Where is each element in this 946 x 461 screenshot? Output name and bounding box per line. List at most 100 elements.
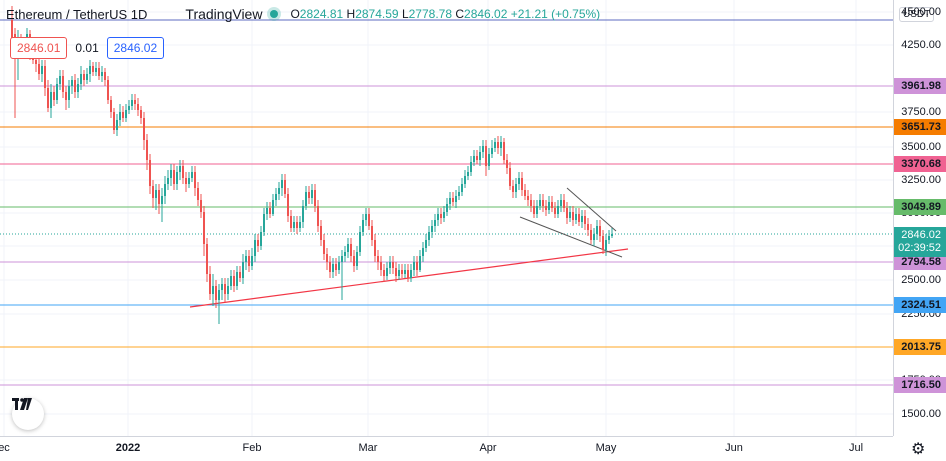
- candle-body: [158, 190, 160, 204]
- candle-body: [452, 198, 454, 202]
- candle-body: [269, 208, 271, 214]
- candle-body: [65, 92, 67, 100]
- candle-body: [212, 286, 214, 294]
- candle-body: [50, 92, 52, 108]
- currency-selector[interactable]: USDT: [899, 7, 935, 22]
- candle-body: [491, 148, 493, 154]
- candle-body: [155, 190, 157, 198]
- candle-body: [488, 154, 490, 166]
- candle-body: [524, 190, 526, 196]
- candle-body: [446, 204, 448, 212]
- candle-body: [404, 270, 406, 274]
- chart-pane[interactable]: Ethereum / TetherUS 1D TradingView O2824…: [0, 0, 893, 436]
- candle-body: [470, 162, 472, 172]
- candle-body: [611, 234, 613, 236]
- candle-body: [170, 170, 172, 178]
- time-axis[interactable]: ec 2022 Feb Mar Apr May Jun Jul ⚙: [0, 436, 925, 461]
- candle-body: [494, 142, 496, 148]
- candle-body: [182, 166, 184, 178]
- candle-body: [107, 80, 109, 100]
- symbol-interval[interactable]: Ethereum / TetherUS 1D: [6, 7, 147, 22]
- candle-body: [320, 226, 322, 240]
- time-tick: 2022: [115, 442, 141, 454]
- time-tick: ec: [0, 442, 10, 454]
- candle-body: [512, 186, 514, 192]
- sell-button[interactable]: 2846.01: [10, 37, 68, 59]
- price-tick: 2500.00: [901, 274, 941, 286]
- candle-body: [329, 262, 331, 272]
- interval[interactable]: 1D: [130, 6, 148, 22]
- candle-body: [242, 262, 244, 278]
- candle-body: [80, 74, 82, 84]
- candle-body: [308, 192, 310, 198]
- candle-body: [581, 216, 583, 222]
- candle-body: [38, 64, 40, 74]
- candle-body: [392, 262, 394, 268]
- candle-body: [365, 214, 367, 220]
- candle-body: [254, 240, 256, 256]
- candle-body: [434, 220, 436, 226]
- candle-body: [407, 270, 409, 278]
- candle-body: [485, 146, 487, 166]
- candle-body: [221, 284, 223, 290]
- time-tick: May: [595, 442, 617, 454]
- candle-body: [314, 190, 316, 206]
- candle-body: [41, 66, 43, 74]
- candle-body: [248, 256, 250, 266]
- candle-body: [401, 270, 403, 274]
- level-price-label: 3961.98: [894, 78, 946, 94]
- candle-body: [203, 212, 205, 244]
- candle-body: [503, 142, 505, 160]
- candle-body: [473, 156, 475, 162]
- candle-body: [341, 256, 343, 262]
- candle-body: [305, 192, 307, 206]
- candle-body: [224, 284, 226, 294]
- candle-body: [449, 198, 451, 204]
- symbol-name[interactable]: Ethereum / TetherUS: [6, 6, 128, 22]
- candle-body: [419, 256, 421, 270]
- ohlc-values: O2824.81 H2874.59 L2778.78 C2846.02 +21.…: [290, 7, 600, 21]
- candle-body: [554, 208, 556, 214]
- price-chart[interactable]: [0, 0, 893, 436]
- candle-body: [293, 222, 295, 228]
- candle-body: [89, 66, 91, 74]
- candle-body: [515, 184, 517, 192]
- candle-body: [35, 60, 37, 64]
- candle-body: [116, 120, 118, 130]
- candle-body: [59, 76, 61, 84]
- candle-body: [11, 20, 13, 44]
- current-price-value: 2846.02: [901, 229, 941, 241]
- candle-body: [347, 244, 349, 252]
- candle-body: [128, 106, 130, 110]
- candle-body: [110, 100, 112, 112]
- bar-countdown: 02:39:52: [898, 242, 941, 254]
- tradingview-logo-icon[interactable]: [12, 398, 44, 430]
- current-price-label: 2846.02 02:39:52: [894, 227, 946, 257]
- candle-body: [545, 206, 547, 210]
- buy-button[interactable]: 2846.02: [106, 37, 165, 59]
- gear-icon[interactable]: ⚙: [911, 441, 926, 458]
- level-price-label: 3370.68: [894, 156, 946, 172]
- candle-body: [518, 178, 520, 184]
- candle-body: [71, 80, 73, 86]
- candle-body: [191, 172, 193, 178]
- candle-body: [350, 244, 352, 256]
- candle-body: [443, 212, 445, 218]
- candle-body: [557, 206, 559, 214]
- candle-body: [437, 214, 439, 220]
- candle-body: [263, 214, 265, 232]
- price-axis[interactable]: USDT 4500.00 4250.00 3750.00 3500.00 3250.00…: [893, 0, 946, 436]
- candle-body: [455, 196, 457, 202]
- candle-body: [521, 178, 523, 190]
- candle-body: [302, 206, 304, 222]
- candle-body: [530, 200, 532, 206]
- settings-corner[interactable]: ⚙: [893, 437, 946, 461]
- candle-body: [476, 156, 478, 160]
- candle-body: [335, 264, 337, 270]
- candle-body: [251, 256, 253, 266]
- time-tick: Jul: [848, 442, 864, 454]
- candle-body: [167, 178, 169, 184]
- wedge-upper-line: [566, 187, 617, 232]
- candle-body: [92, 66, 94, 72]
- price-tick: 3250.00: [901, 174, 941, 186]
